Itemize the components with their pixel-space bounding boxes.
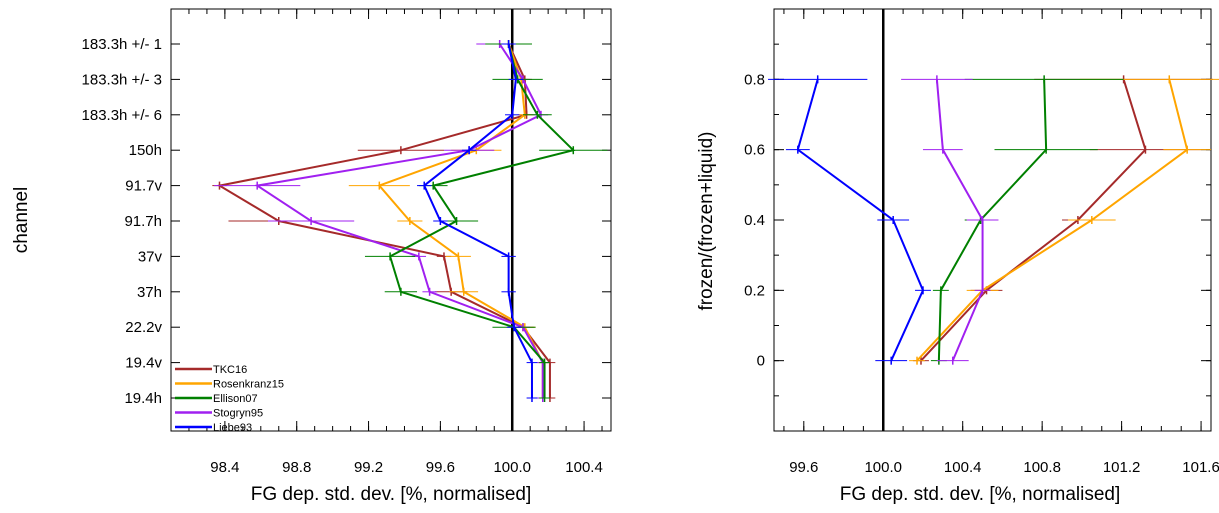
right-x-tick-label: 101.2 [1103,459,1141,476]
left-category-label: 19.4h [124,390,162,407]
right-series-3 [901,75,999,365]
left-category-label: 91.7h [124,213,162,230]
left-category-label: 183.3h +/- 6 [82,107,162,124]
left-category-label: 37h [137,284,162,301]
left-plot-frame [170,8,612,432]
left-x-tick-label: 100.4 [565,459,603,476]
right-data-series [768,75,1219,365]
left-category-label: 183.3h +/- 1 [82,36,162,53]
right-ticks [774,9,1211,431]
right-x-tick-label: 100.8 [1023,459,1061,476]
left-category-label: 19.4v [125,355,162,372]
right-x-tick-label: 101.6 [1182,459,1219,476]
left-x-tick-labels: 98.4 98.8 99.2 99.6 100.0 100.4 [210,459,603,476]
left-series-Liebe93 [417,40,538,402]
legend-label: Rosenkranz15 [213,379,284,391]
left-data-series [212,40,608,402]
right-x-tick-label: 100.4 [944,459,982,476]
legend-label: Ellison07 [213,393,258,405]
right-series-4 [768,75,931,365]
left-category-label: 37v [138,248,163,265]
left-y-axis-title: channel [11,187,32,254]
left-y-tick-labels: 183.3h +/- 1 183.3h +/- 3 183.3h +/- 6 150h… [82,36,163,407]
right-series-0 [913,75,1213,365]
left-x-tick-label: 99.6 [426,459,455,476]
right-y-tick-label: 0 [757,353,765,370]
left-x-tick-label: 100.0 [493,459,531,476]
right-y-tick-label: 0.2 [744,282,765,299]
left-category-label: 91.7v [125,178,162,195]
right-y-tick-label: 0.8 [744,71,765,88]
right-x-tick-label: 99.6 [789,459,818,476]
left-x-tick-label: 98.4 [210,459,239,476]
right-x-tick-label: 100.0 [864,459,902,476]
left-x-tick-label: 99.2 [354,459,383,476]
legend-label: Liebe93 [213,422,252,434]
right-chart: 99.6 100.0 100.4 100.8 101.2 101.6 0 0.2 0.4 0.6… [696,8,1219,505]
series-line [916,79,1189,362]
left-series-TKC16 [212,40,556,402]
right-x-tick-labels: 99.6 100.0 100.4 100.8 101.2 101.6 [789,459,1219,476]
left-chart: 98.4 98.8 99.2 99.6 100.0 100.4 183.3h +/- 11… [11,8,612,505]
left-category-label: 22.2v [125,319,162,336]
left-x-axis-title: FG dep. std. dev. [%, normalised] [251,484,532,505]
left-x-tick-label: 98.8 [282,459,311,476]
left-series-Ellison07 [364,40,608,402]
left-category-label: 183.3h +/- 3 [82,71,162,88]
right-y-axis-title: frozen/(frozen+liquid) [696,131,717,310]
right-x-axis-title: FG dep. std. dev. [%, normalised] [840,484,1121,505]
right-y-tick-label: 0.6 [744,142,765,159]
legend-label: TKC16 [213,364,247,376]
right-y-tick-label: 0.4 [744,212,765,229]
legend: TKC16 Rosenkranz15 Ellison07 Stogryn95 Liebe… [175,364,284,434]
legend-label: Stogryn95 [213,408,263,420]
left-category-label: 150h [129,142,162,159]
right-y-tick-labels: 0 0.2 0.4 0.6 0.8 [744,71,765,369]
